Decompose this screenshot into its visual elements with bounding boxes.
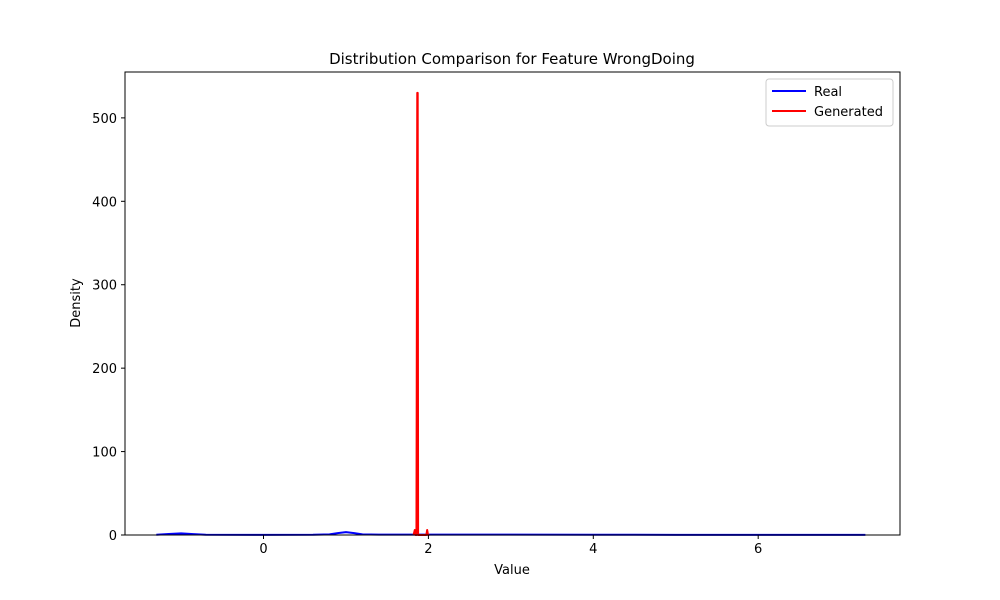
x-tick-label: 4 (589, 542, 597, 557)
y-tick-label: 0 (109, 529, 117, 544)
x-tick-label: 6 (754, 542, 762, 557)
y-tick-label: 100 (92, 446, 117, 461)
y-tick-label: 400 (92, 195, 117, 210)
y-tick-label: 200 (92, 362, 117, 377)
legend-label-real: Real (814, 85, 842, 100)
x-tick-label: 2 (424, 542, 432, 557)
y-tick-label: 500 (92, 112, 117, 127)
x-axis-label: Value (494, 563, 530, 578)
chart-title: Distribution Comparison for Feature Wron… (329, 50, 695, 68)
y-axis-label: Density (69, 278, 84, 328)
x-tick-label: 0 (259, 542, 267, 557)
legend: Real Generated (765, 78, 894, 127)
y-axis: 0 100 200 300 400 500 (92, 112, 125, 544)
legend-label-generated: Generated (814, 105, 883, 120)
y-tick-label: 300 (92, 279, 117, 294)
plot-frame (124, 71, 901, 536)
x-axis: 0 2 4 6 (259, 535, 762, 557)
